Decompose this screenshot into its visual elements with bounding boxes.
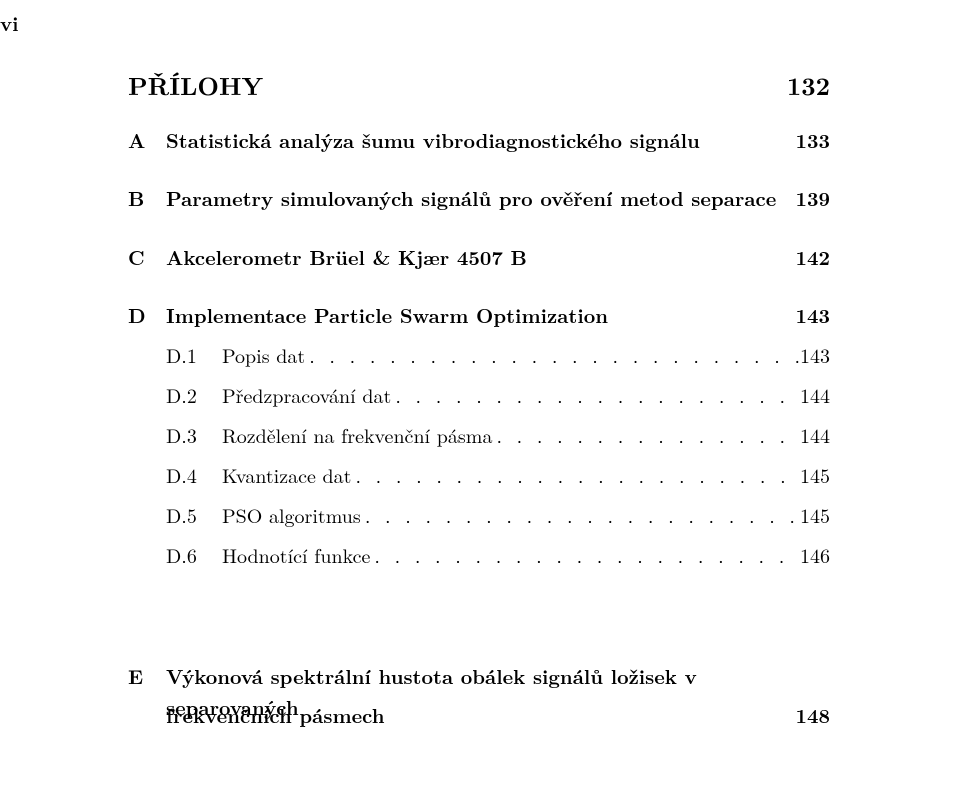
- sub-title: Popis dat: [222, 340, 305, 369]
- page: vi PŘÍLOHY 132 A Statistická analýza šum…: [0, 0, 960, 799]
- sub-number: D.5: [166, 500, 222, 529]
- leader-dots: . . . . . . . . . . . . . . . . . . . . …: [351, 460, 800, 489]
- appendix-page: 142: [796, 242, 831, 271]
- appendix-letter: A: [128, 125, 166, 154]
- toc-appendix-e-line2: frekvenčních pásmech 148: [166, 700, 830, 729]
- sub-number: D.4: [166, 460, 222, 489]
- leader-dots: . . . . . . . . . . . . . . . . . . . . …: [391, 380, 800, 409]
- sub-page: 145: [800, 500, 830, 529]
- sub-number: D.3: [166, 420, 222, 449]
- toc-appendix-c: C Akcelerometr Brüel & Kjær 4507 B 142: [128, 242, 830, 271]
- appendix-letter: E: [128, 661, 166, 690]
- appendix-page: 148: [796, 700, 831, 729]
- toc-sub-d1: D.1 Popis dat . . . . . . . . . . . . . …: [166, 340, 830, 369]
- toc-sub-d3: D.3 Rozdělení na frekvenční pásma . . . …: [166, 420, 830, 449]
- appendix-page: 143: [796, 300, 831, 329]
- sub-page: 144: [800, 420, 830, 449]
- appendix-letter: D: [128, 300, 166, 329]
- sub-page: 143: [800, 340, 830, 369]
- toc-sub-d6: D.6 Hodnotící funkce . . . . . . . . . .…: [166, 540, 830, 569]
- sub-title: Kvantizace dat: [222, 460, 351, 489]
- appendix-title: Implementace Particle Swarm Optimization: [166, 300, 788, 329]
- heading-prilohy: PŘÍLOHY 132: [128, 68, 830, 103]
- sub-title: Předzpracování dat: [222, 380, 391, 409]
- toc-appendix-a: A Statistická analýza šumu vibrodiagnost…: [128, 125, 830, 154]
- appendix-letter: B: [128, 183, 166, 212]
- sub-title: Hodnotící funkce: [222, 540, 370, 569]
- sub-title: PSO algoritmus: [222, 500, 361, 529]
- toc-sub-d4: D.4 Kvantizace dat . . . . . . . . . . .…: [166, 460, 830, 489]
- appendix-title: Statistická analýza šumu vibrodiagnostic…: [166, 125, 788, 154]
- toc-appendix-d: D Implementace Particle Swarm Optimizati…: [128, 300, 830, 329]
- sub-page: 145: [800, 460, 830, 489]
- toc-sub-d2: D.2 Předzpracování dat . . . . . . . . .…: [166, 380, 830, 409]
- leader-dots: . . . . . . . . . . . . . . . . . . . . …: [305, 340, 800, 369]
- sub-number: D.1: [166, 340, 222, 369]
- sub-title: Rozdělení na frekvenční pásma: [222, 420, 492, 449]
- heading-title: PŘÍLOHY: [128, 68, 263, 103]
- sub-page: 144: [800, 380, 830, 409]
- appendix-title-line2: frekvenčních pásmech: [166, 700, 788, 729]
- appendix-page: 133: [796, 125, 831, 154]
- heading-page: 132: [787, 68, 830, 103]
- appendix-title: Akcelerometr Brüel & Kjær 4507 B: [166, 242, 788, 271]
- sub-number: D.2: [166, 380, 222, 409]
- leader-dots: . . . . . . . . . . . . . . . . . . . . …: [370, 540, 800, 569]
- leader-dots: . . . . . . . . . . . . . . . . . . . . …: [492, 420, 800, 449]
- sub-page: 146: [800, 540, 830, 569]
- leader-dots: . . . . . . . . . . . . . . . . . . . . …: [361, 500, 800, 529]
- sub-number: D.6: [166, 540, 222, 569]
- toc-appendix-b: B Parametry simulovaných signálů pro ově…: [128, 183, 830, 212]
- appendix-page: 139: [796, 183, 831, 212]
- page-number-roman: vi: [0, 8, 40, 37]
- appendix-letter: C: [128, 242, 166, 271]
- toc-sub-d5: D.5 PSO algoritmus . . . . . . . . . . .…: [166, 500, 830, 529]
- appendix-title: Parametry simulovaných signálů pro ověře…: [166, 183, 788, 212]
